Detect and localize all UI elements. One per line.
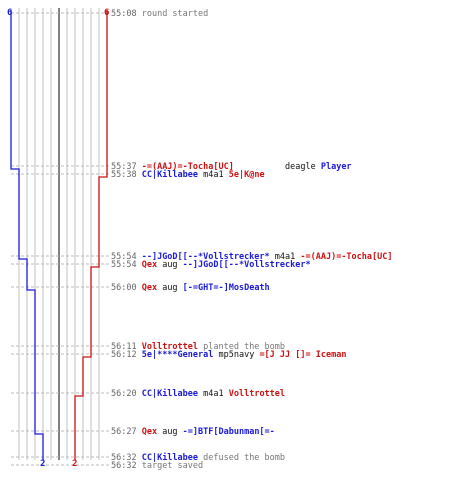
event-text: round started (141, 9, 209, 19)
event-time: 56:11 (111, 342, 137, 352)
weapon-name: mp5navy (213, 350, 260, 360)
ct-team-line (10, 10, 44, 460)
terrorist-team-line (74, 10, 108, 460)
event-text: planted the bomb (198, 342, 286, 352)
weapon-name: aug (157, 427, 183, 437)
event-row: 55:37 -=(AAJ)=-Tocha[UC] deagle Player (111, 162, 352, 172)
event-row: 56:20 CC|Killabee m4a1 Volltrottel (111, 389, 285, 399)
weapon-name: m4a1 (198, 170, 229, 180)
event-row: 55:38 CC|Killabee m4a1 5e|K@ne (111, 170, 265, 180)
player-name: -=]BTF[Dabunman[=- (182, 427, 275, 437)
player-name: --]JGoD[[--*Vollstrecker* (182, 260, 311, 270)
score-label-t-end: 2 (72, 459, 78, 469)
player-name: Qex (141, 260, 158, 270)
event-row: 56:12 5e|****General mp5navy =[J JJ []= … (111, 350, 346, 360)
event-row: 56:32 CC|Killabee defused the bomb (111, 453, 285, 463)
event-time: 55:37 (111, 162, 137, 172)
player-name: Qex (141, 427, 158, 437)
player-name: Qex (141, 283, 158, 293)
weapon-name: aug (157, 260, 183, 270)
player-name: --]JGoD[[--*Vollstrecker* (141, 252, 270, 262)
event-row: 55:54 --]JGoD[[--*Vollstrecker* m4a1 -=(… (111, 252, 393, 262)
player-name: CC|Killabee (141, 453, 199, 463)
player-name: 5e|****General (141, 350, 214, 360)
weapon-name: m4a1 (198, 389, 229, 399)
weapon-name: aug (157, 283, 183, 293)
weapon-name: deagle (233, 162, 321, 172)
player-name: Volltrottel (228, 389, 286, 399)
player-name: -=(AAJ)=-Tocha[UC] (300, 252, 393, 262)
event-row: 56:00 Qex aug [-=GHT=-]MosDeath (111, 283, 270, 293)
event-time: 55:54 (111, 252, 137, 262)
event-time: 55:08 (111, 9, 137, 19)
score-label-ct-end: 2 (40, 459, 46, 469)
event-time: 56:20 (111, 389, 137, 399)
event-time: 56:12 (111, 350, 137, 360)
event-row: 55:08 round started (111, 9, 208, 19)
player-name: CC|Killabee (141, 170, 199, 180)
event-time: 56:32 (111, 461, 137, 471)
player-name: =[J JJ []= Iceman (259, 350, 347, 360)
event-time: 55:54 (111, 260, 137, 270)
player-name: 5e|K@ne (228, 170, 265, 180)
score-label-t-start: 6 (104, 8, 110, 18)
event-text: defused the bomb (198, 453, 286, 463)
event-row: 56:11 Volltrottel planted the bomb (111, 342, 285, 352)
event-time: 55:38 (111, 170, 137, 180)
player-name: -=(AAJ)=-Tocha[UC] (141, 162, 234, 172)
score-label-ct-start: 6 (7, 8, 13, 18)
event-text: target saved (141, 461, 204, 471)
weapon-name: m4a1 (269, 252, 301, 262)
player-name: [-=GHT=-]MosDeath (182, 283, 270, 293)
event-time: 56:27 (111, 427, 137, 437)
event-row: 55:54 Qex aug --]JGoD[[--*Vollstrecker* (111, 260, 311, 270)
player-name: Volltrottel (141, 342, 199, 352)
player-name: Player (320, 162, 352, 172)
event-time: 56:00 (111, 283, 137, 293)
event-row: 56:32 target saved (111, 461, 203, 471)
event-time: 56:32 (111, 453, 137, 463)
player-name: CC|Killabee (141, 389, 199, 399)
event-row: 56:27 Qex aug -=]BTF[Dabunman[=- (111, 427, 275, 437)
